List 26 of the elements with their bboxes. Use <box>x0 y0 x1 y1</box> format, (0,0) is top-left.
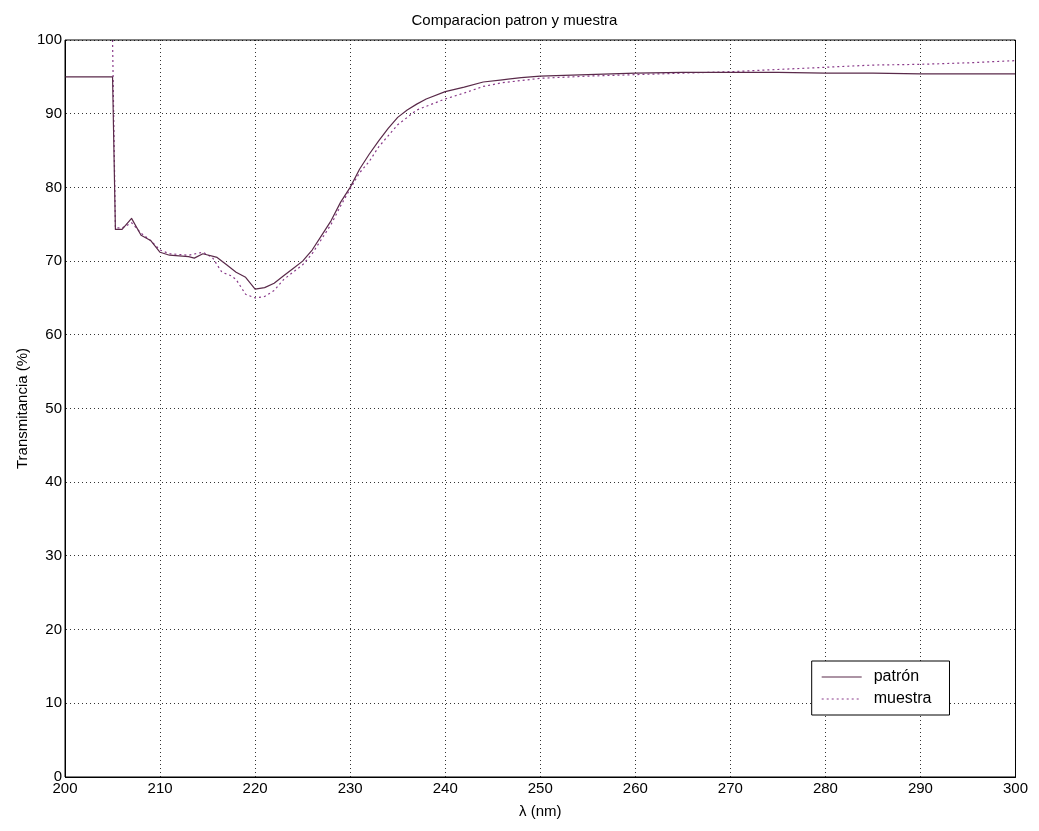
y-tick-label: 50 <box>45 398 63 416</box>
x-tick-label: 260 <box>622 779 648 797</box>
y-tick-label: 90 <box>45 103 63 121</box>
x-tick-label: 270 <box>717 779 743 797</box>
x-tick-label: 280 <box>812 779 838 797</box>
x-tick-label: 210 <box>147 779 173 797</box>
x-tick-label: 220 <box>242 779 268 797</box>
y-tick-label: 80 <box>45 177 63 195</box>
y-tick-label: 40 <box>45 472 63 490</box>
y-tick-label: 100 <box>37 30 63 48</box>
line-series <box>111 40 1016 299</box>
y-tick-label: 70 <box>45 251 63 269</box>
x-tick-label: 290 <box>907 779 933 797</box>
y-tick-label: 20 <box>45 619 63 637</box>
chart-title: Comparacion patron y muestra <box>411 11 619 29</box>
y-tick-label: 30 <box>45 546 63 564</box>
x-tick-label: 230 <box>337 779 363 797</box>
x-tick-label: 250 <box>527 779 553 797</box>
x-axis-title: λ (nm) <box>519 802 562 820</box>
x-tick-label: 240 <box>432 779 458 797</box>
x-tick-label: 300 <box>1002 779 1028 797</box>
legend-label: muestra <box>873 689 932 707</box>
y-tick-label: 10 <box>45 693 63 711</box>
legend-label: patrón <box>873 667 920 685</box>
y-axis-title: Transmitancia (%) <box>13 347 31 470</box>
y-tick-label: 60 <box>45 324 63 342</box>
